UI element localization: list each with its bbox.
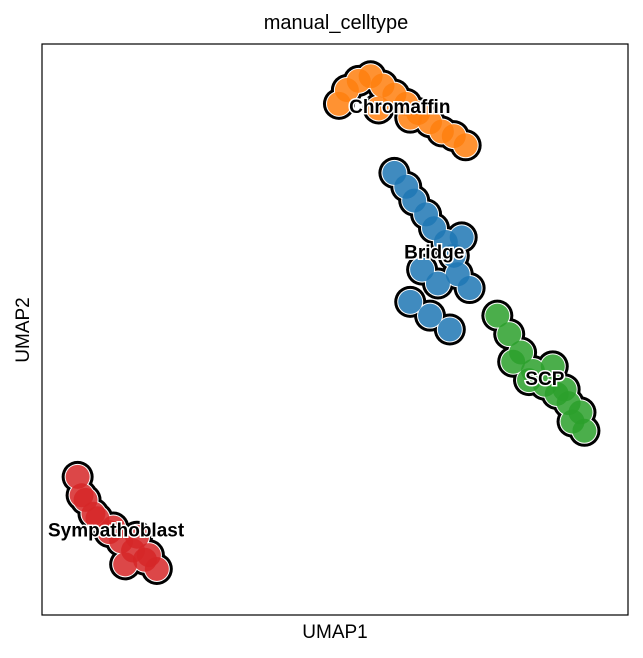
point-scp (501, 349, 526, 374)
x-axis-label: UMAP1 (302, 622, 368, 643)
point-scp (497, 322, 522, 347)
point-sympathoblast (69, 483, 94, 508)
point-chromaffin (366, 96, 391, 121)
y-axis-label: UMAP2 (13, 297, 34, 363)
point-scp (552, 377, 577, 402)
point-bridge (398, 289, 423, 314)
cluster-label-bridge: Bridge (404, 242, 464, 263)
point-scp (540, 354, 565, 379)
point-scp (517, 368, 542, 393)
point-bridge (457, 276, 482, 301)
point-sympathoblast (65, 464, 90, 489)
cluster-label-chromaffin: Chromaffin (349, 97, 450, 118)
points-layer (61, 60, 601, 585)
point-bridge (449, 225, 474, 250)
point-chromaffin (453, 133, 478, 158)
plot-frame (41, 43, 629, 616)
point-bridge (418, 303, 443, 328)
point-sympathoblast (113, 552, 138, 577)
point-bridge (437, 317, 462, 342)
point-bridge (425, 271, 450, 296)
point-chromaffin (398, 105, 423, 130)
cluster-label-sympathoblast: Sympathoblast (48, 520, 185, 541)
chart-title: manual_celltype (263, 12, 409, 34)
point-sympathoblast (101, 515, 126, 540)
point-scp (572, 418, 597, 443)
point-sympathoblast (125, 524, 150, 549)
point-sympathoblast (136, 543, 161, 568)
cluster-labels: Chromaffin Bridge SCP Sympathoblast (46, 95, 566, 543)
point-sympathoblast (81, 501, 106, 526)
point-bridge (410, 257, 435, 282)
point-chromaffin (326, 91, 351, 116)
point-scp (485, 303, 510, 328)
point-bridge (441, 243, 466, 268)
cluster-label-scp: SCP (525, 369, 564, 390)
